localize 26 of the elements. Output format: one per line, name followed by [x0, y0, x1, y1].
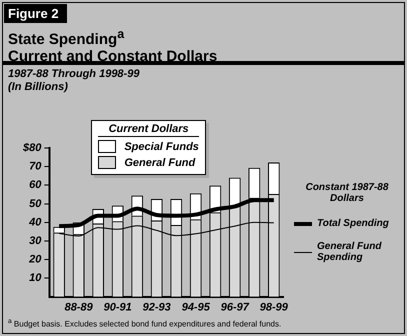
- caption: Figure 2: [4, 4, 67, 23]
- text: 1987-88 Through 1998-99: [8, 68, 140, 80]
- y-tick-label: 50: [29, 198, 42, 210]
- text: $^{a}$ Budget basis. Excludes selected bond fund expenditures and federal funds.: [8, 318, 282, 329]
- y-tick-label: 10: [29, 272, 42, 284]
- y-tick-label: 30: [29, 235, 42, 248]
- text: (In Billions): [8, 81, 68, 93]
- x-tick-label: 94-95: [182, 301, 211, 314]
- y-tick-label: $80: [22, 142, 42, 154]
- legend-label: General Fund: [123, 156, 196, 169]
- legend-label: General Fund Spending: [317, 241, 382, 263]
- legend-label: Special Funds: [123, 140, 199, 153]
- legend-title: Current Dollars: [98, 123, 199, 137]
- y-tick-label: 40: [28, 216, 42, 228]
- text: Constant 1987-88 Dollars: [304, 182, 390, 204]
- y-tick-label: 60: [29, 179, 42, 192]
- x-tick-label: 96-97: [220, 301, 250, 314]
- x-tick-label: 98-99: [260, 301, 289, 314]
- x-tick-label: 90-91: [104, 301, 132, 314]
- x-tick-label: 92-93: [142, 301, 171, 314]
- chart-title: State Spending$^{a}$: [8, 27, 124, 48]
- y-tick-label: 70: [29, 160, 42, 173]
- y-tick-label: 20: [28, 254, 42, 266]
- legend-label: Total Spending: [317, 218, 389, 229]
- x-tick-label: 88-89: [64, 301, 94, 314]
- chart-subtitle: Current and Constant Dollars: [8, 48, 218, 65]
